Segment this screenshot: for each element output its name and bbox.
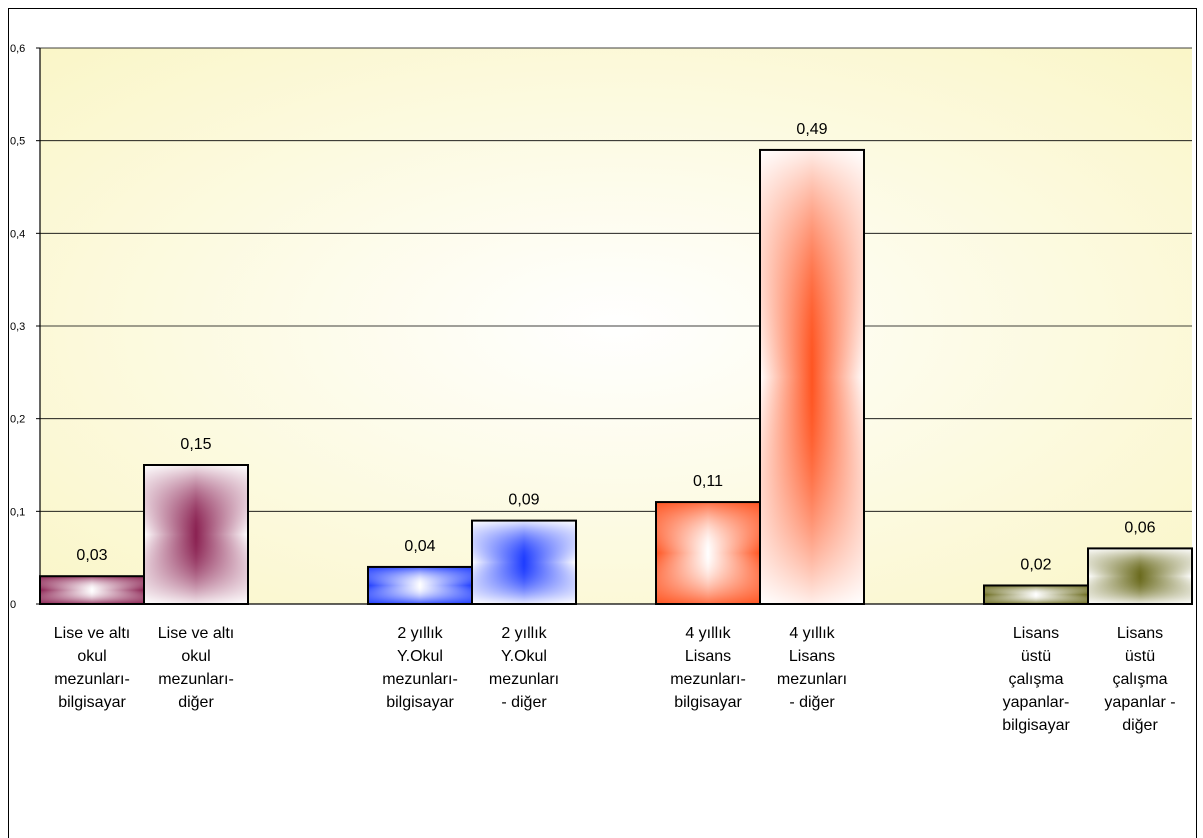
data-label: 0,15 [180,436,211,453]
category-label: mezunları- [382,671,458,688]
data-label: 0,49 [796,121,827,138]
bar [983,584,1089,606]
category-label: mezunları- [670,671,746,688]
category-label: Lisans [789,648,835,665]
bar-outline [1087,547,1193,606]
category-label: Lisans [1013,625,1059,642]
y-tick-label: 0,5 [10,136,25,148]
data-label: 0,11 [693,473,723,490]
category-label: Lise ve altı [158,625,234,642]
category-label: yapanlar - [1104,694,1175,711]
bar-fill-overlay [760,149,864,604]
category-label: çalışma [1112,671,1167,688]
category-label: yapanlar- [1003,694,1070,711]
bar-outline [143,464,249,605]
category-label: okul [181,648,210,665]
bar-fill-overlay [368,566,472,604]
bar-fill-overlay [1088,548,1192,604]
bar [655,501,761,606]
y-tick-label: 0,4 [10,228,25,240]
category-label: diğer [1122,717,1158,734]
category-label: - diğer [501,694,547,711]
bar [1087,547,1193,606]
data-label: 0,06 [1124,519,1155,536]
category-label: mezunları- [158,671,234,688]
bar-fill-overlay [984,585,1088,604]
bar [759,148,865,606]
category-label: mezunları [777,671,847,688]
chart-frame [8,8,1197,838]
bar-fill-overlay [472,520,576,604]
bar [471,519,577,605]
data-label: 0,02 [1020,556,1051,573]
category-label: Y.Okul [397,648,443,665]
bar-outline [759,148,865,606]
y-tick-label: 0 [10,599,16,611]
category-label: mezunları [489,671,559,688]
category-label: okul [77,648,106,665]
category-label: Lisans [685,648,731,665]
category-label: diğer [178,694,214,711]
category-label: bilgisayar [674,694,742,711]
category-label: çalışma [1008,671,1063,688]
bar-fill-overlay [656,502,760,604]
bar-fill-overlay [144,465,248,604]
bar-outline [471,519,577,605]
category-label: Y.Okul [501,648,547,665]
category-label: bilgisayar [1002,717,1070,734]
y-tick-label: 0,1 [10,506,25,518]
data-label: 0,03 [76,547,107,564]
y-tick-label: 0,2 [10,414,25,426]
category-label: bilgisayar [386,694,454,711]
category-label: bilgisayar [58,694,126,711]
category-label: üstü [1021,648,1051,665]
category-label: 4 yıllık [685,625,731,642]
y-tick-label: 0,6 [10,43,25,55]
data-label: 0,04 [404,538,435,555]
category-label: Lisans [1117,625,1163,642]
bar [143,464,249,605]
category-label: 4 yıllık [789,625,835,642]
bar-fill-overlay [40,576,144,604]
bar [39,575,145,606]
category-label: 2 yıllık [501,625,547,642]
y-tick-label: 0,3 [10,321,25,333]
category-label: üstü [1125,648,1155,665]
category-label: mezunları- [54,671,130,688]
bar [367,565,473,606]
data-label: 0,09 [508,492,539,509]
category-label: 2 yıllık [397,625,443,642]
category-label: Lise ve altı [54,625,130,642]
category-label: - diğer [789,694,835,711]
